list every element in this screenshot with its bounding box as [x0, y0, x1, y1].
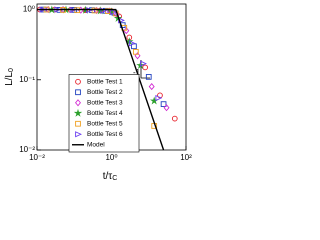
x-tick-label: 10⁻² [29, 153, 45, 162]
point [171, 115, 178, 122]
x-tick-label: 10² [180, 153, 192, 162]
chart: t/τC L/L0 -1 10⁻² 10⁰ 10²10⁻²10⁻¹10⁰Bottle… [4, 3, 192, 182]
point [148, 83, 155, 91]
legend-marker [75, 99, 81, 107]
x-tick-label: 10⁰ [105, 153, 117, 162]
model-line [37, 8, 165, 151]
point [110, 9, 118, 16]
legend-box [68, 74, 140, 153]
point [118, 17, 125, 24]
legend-label: Bottle Test 1 [87, 78, 123, 85]
point [123, 27, 130, 35]
legend-label: Bottle Test 5 [87, 120, 123, 127]
x-label-subscript: C [112, 175, 117, 182]
legend-marker [75, 78, 81, 85]
point [145, 74, 152, 80]
point [160, 101, 167, 107]
legend-marker [75, 120, 81, 127]
legend-label: Bottle Test 3 [87, 99, 123, 106]
legend-label: Bottle Test 6 [87, 131, 123, 138]
point [134, 52, 141, 60]
legend-label: Bottle Test 4 [87, 110, 123, 117]
x-label-main: t/τ [103, 171, 113, 182]
point [163, 104, 170, 112]
y-axis-label: L/L0 [4, 68, 15, 86]
point [140, 60, 147, 67]
point [155, 94, 163, 102]
slope-triangle [140, 60, 150, 79]
x-axis-label: t/τC [103, 171, 118, 182]
point [128, 40, 136, 47]
legend-label: Bottle Test 2 [87, 89, 123, 96]
legend-label: Model [87, 141, 105, 148]
y-label-main: L/L [4, 72, 15, 86]
legend-marker [73, 108, 83, 117]
point [142, 64, 148, 71]
point [132, 48, 139, 55]
y-label-subscript: 0 [8, 68, 15, 72]
legend-marker [75, 89, 81, 96]
y-tick-label: 10⁻¹ [19, 75, 35, 84]
y-tick-label: 10⁰ [23, 5, 35, 14]
y-tick-label: 10⁻² [19, 145, 35, 154]
legend-marker [75, 131, 82, 138]
